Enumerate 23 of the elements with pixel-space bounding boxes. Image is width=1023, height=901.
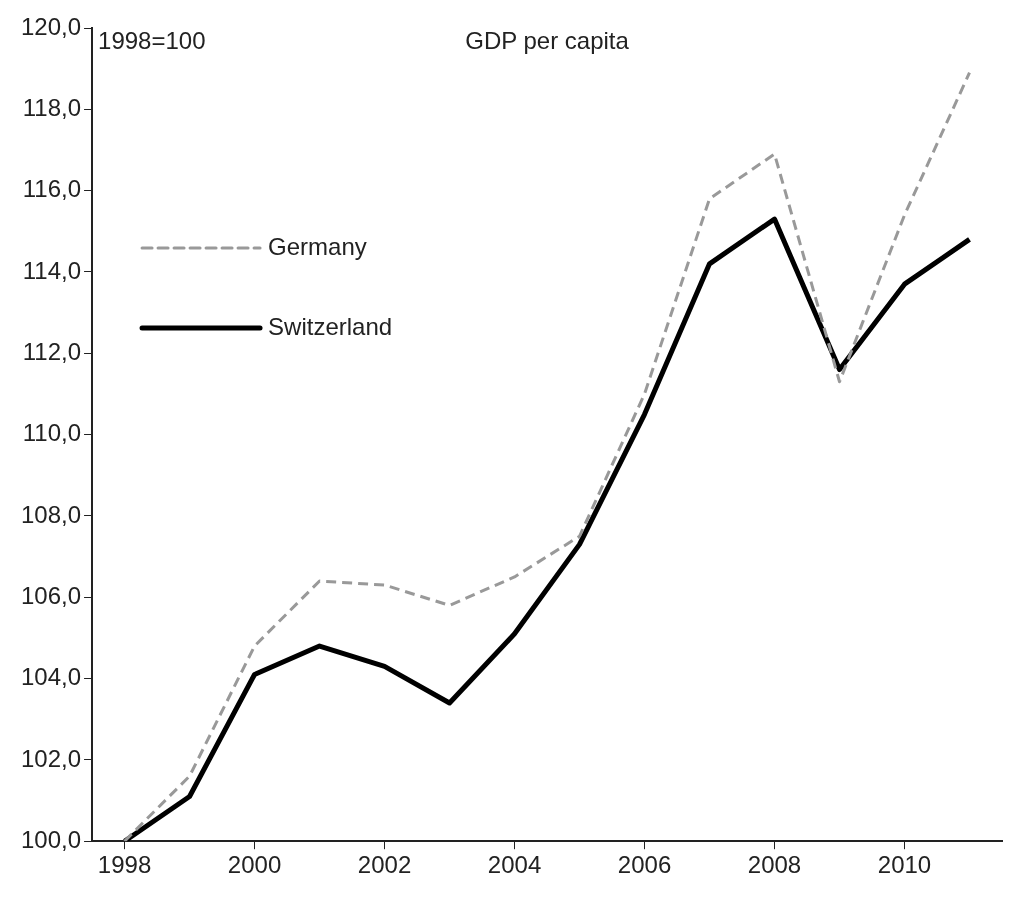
- y-tick-label: 100,0: [21, 825, 82, 853]
- y-tick-label: 106,0: [21, 581, 82, 609]
- y-tick-label: 120,0: [21, 12, 82, 40]
- y-tick-label: 116,0: [22, 175, 82, 203]
- x-tick-label: 1998: [97, 851, 152, 879]
- annotation: 1998=100: [98, 26, 206, 54]
- x-tick-label: 2010: [877, 851, 932, 879]
- x-tick-label: 2008: [747, 851, 802, 879]
- x-tick-label: 2000: [227, 851, 282, 879]
- x-tick-label: 2006: [617, 851, 672, 879]
- y-tick-label: 104,0: [21, 663, 82, 691]
- x-tick-label: 2002: [357, 851, 412, 879]
- line-series: [123, 71, 971, 842]
- chart-title: GDP per capita: [465, 26, 630, 54]
- y-tick-label: 114,0: [22, 256, 82, 284]
- y-tick-label: 102,0: [21, 744, 82, 772]
- legend-label: Switzerland: [268, 312, 393, 340]
- legend-label: Germany: [268, 232, 367, 260]
- y-tick-label: 118,0: [22, 93, 82, 121]
- y-tick-label: 112,0: [22, 337, 82, 365]
- y-tick-label: 108,0: [21, 500, 82, 528]
- y-tick-label: 110,0: [22, 419, 82, 447]
- x-tick-label: 2004: [487, 851, 542, 879]
